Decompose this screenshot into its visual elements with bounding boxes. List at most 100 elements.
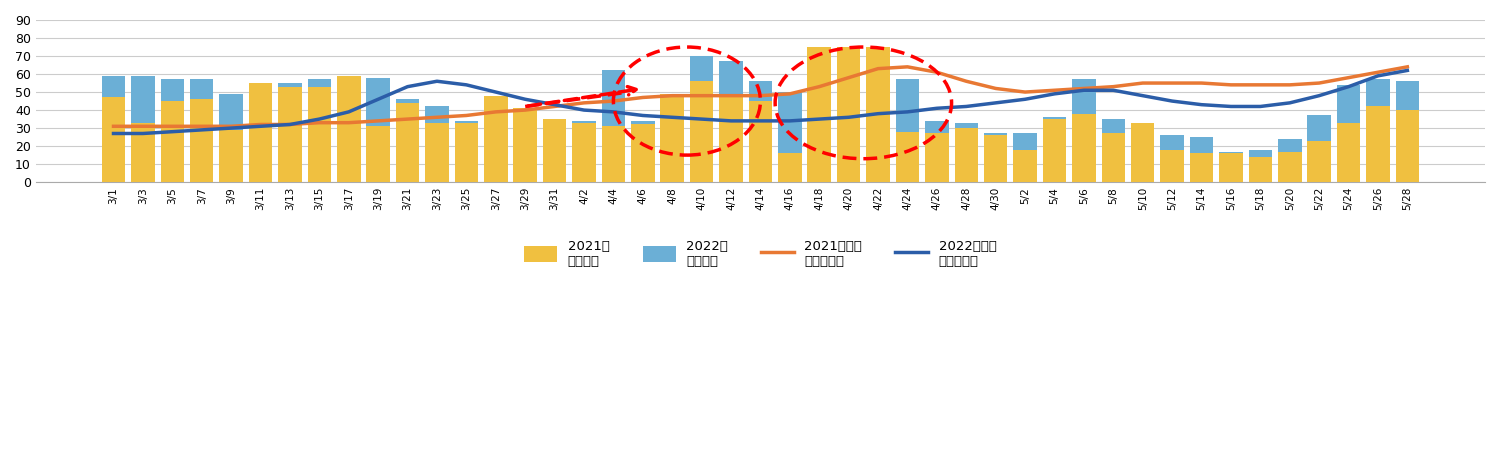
Bar <box>130 76 154 182</box>
2022年検索
日焼け止め <box>1016 97 1034 102</box>
2022年検索
日焼け止め <box>604 109 622 115</box>
2021年検索
日焼け止め <box>663 93 681 99</box>
Bar <box>424 106 448 182</box>
Bar <box>1248 157 1272 182</box>
Bar <box>632 121 654 182</box>
2021年検索
日焼け止め <box>1104 84 1122 90</box>
2022年検索
日焼け止め <box>810 116 828 122</box>
Bar <box>926 134 948 182</box>
Bar <box>1366 106 1389 182</box>
Bar <box>896 132 920 182</box>
2021年検索
日焼け止め <box>310 120 328 126</box>
2021年検索
日焼け止め <box>546 104 564 109</box>
2021年検索
日焼け止め <box>192 123 210 129</box>
2022年検索
日焼け止め <box>782 118 800 124</box>
2022年検索
日焼け止め <box>310 116 328 122</box>
2022年検索
日焼け止め <box>280 122 298 127</box>
Bar <box>219 94 243 182</box>
Bar <box>396 99 420 182</box>
2022年検索
日焼け止め <box>928 106 946 111</box>
2022年検索
日焼け止め <box>192 127 210 133</box>
2021年検索
日焼け止め <box>369 118 387 124</box>
Bar <box>1336 123 1360 182</box>
2021年検索
日焼け止め <box>840 75 858 80</box>
Bar <box>1395 110 1419 182</box>
2021年検索
日焼け止め <box>222 123 240 129</box>
2022年検索
日焼け止め <box>1104 87 1122 93</box>
2022年検索
日焼け止め <box>1134 93 1152 99</box>
Bar <box>278 83 302 182</box>
2022年検索
日焼け止め <box>488 89 506 95</box>
2021年検索
日焼け止め <box>1310 80 1328 86</box>
Bar <box>1190 153 1214 182</box>
Bar <box>954 128 978 182</box>
2021年検索
日焼け止め <box>399 116 417 122</box>
Bar <box>219 130 243 182</box>
Bar <box>249 88 273 182</box>
Bar <box>454 123 478 182</box>
2022年検索
日焼け止め <box>1222 104 1240 109</box>
2022年検索
日焼け止め <box>105 131 123 136</box>
Bar <box>1161 135 1184 182</box>
Bar <box>190 79 213 182</box>
Bar <box>954 123 978 182</box>
2021年検索
日焼け止め <box>427 114 445 120</box>
Bar <box>1220 153 1242 182</box>
Bar <box>690 81 714 182</box>
Bar <box>867 71 889 182</box>
Bar <box>1248 150 1272 182</box>
2022年検索
日焼け止め <box>134 131 152 136</box>
Bar <box>837 69 861 182</box>
Bar <box>660 110 684 182</box>
Bar <box>513 130 537 182</box>
2021年検索
日焼け止め <box>164 123 182 129</box>
2021年検索
日焼け止め <box>928 70 946 75</box>
2022年検索
日焼け止め <box>339 109 357 115</box>
Legend: 2021年
日照時間, 2022年
日照時間, 2021年検索
日焼け止め, 2022年検索
日焼け止め: 2021年 日照時間, 2022年 日照時間, 2021年検索 日焼け止め, 2… <box>519 234 1002 273</box>
2021年検索
日焼け止め <box>1340 75 1358 80</box>
Bar <box>1336 85 1360 182</box>
2022年検索
日焼け止め <box>722 118 740 124</box>
2021年検索
日焼け止め <box>134 123 152 129</box>
Bar <box>338 76 360 182</box>
2022年検索
日焼け止め <box>1398 68 1416 73</box>
Bar <box>1014 150 1036 182</box>
Bar <box>867 47 889 182</box>
Bar <box>1131 135 1155 182</box>
2022年検索
日焼け止め <box>516 97 534 102</box>
Bar <box>1395 81 1419 182</box>
Bar <box>543 119 567 182</box>
Bar <box>778 92 801 182</box>
Bar <box>807 47 831 182</box>
Bar <box>130 123 154 182</box>
Bar <box>1042 119 1066 182</box>
2021年検索
日焼け止め <box>810 84 828 90</box>
2021年検索
日焼け止め <box>458 113 476 118</box>
2021年検索
日焼け止め <box>987 85 1005 91</box>
2021年検索
日焼け止め <box>693 93 711 99</box>
Bar <box>513 108 537 182</box>
2021年検索
日焼け止め <box>1162 80 1180 86</box>
2021年検索
日焼け止め <box>516 107 534 113</box>
Bar <box>778 153 801 182</box>
Bar <box>748 101 772 182</box>
Bar <box>484 121 507 182</box>
2022年検索
日焼け止め <box>663 114 681 120</box>
2022年検索
日焼け止め <box>427 78 445 84</box>
2022年検索
日焼け止め <box>752 118 770 124</box>
Bar <box>1190 137 1214 182</box>
2022年検索
日焼け止め <box>868 111 886 116</box>
2021年検索
日焼け止め <box>488 109 506 115</box>
Bar <box>1101 134 1125 182</box>
Line: 2021年検索
日焼け止め: 2021年検索 日焼け止め <box>114 67 1407 126</box>
2021年検索
日焼け止め <box>1046 87 1064 93</box>
Line: 2022年検索
日焼け止め: 2022年検索 日焼け止め <box>114 71 1407 134</box>
2021年検索
日焼け止め <box>105 123 123 129</box>
2022年検索
日焼け止め <box>693 116 711 122</box>
Bar <box>690 56 714 182</box>
Bar <box>278 87 302 182</box>
2021年検索
日焼け止め <box>1222 82 1240 88</box>
Bar <box>484 96 507 182</box>
2021年検索
日焼け止め <box>1016 89 1034 95</box>
Bar <box>602 126 625 182</box>
